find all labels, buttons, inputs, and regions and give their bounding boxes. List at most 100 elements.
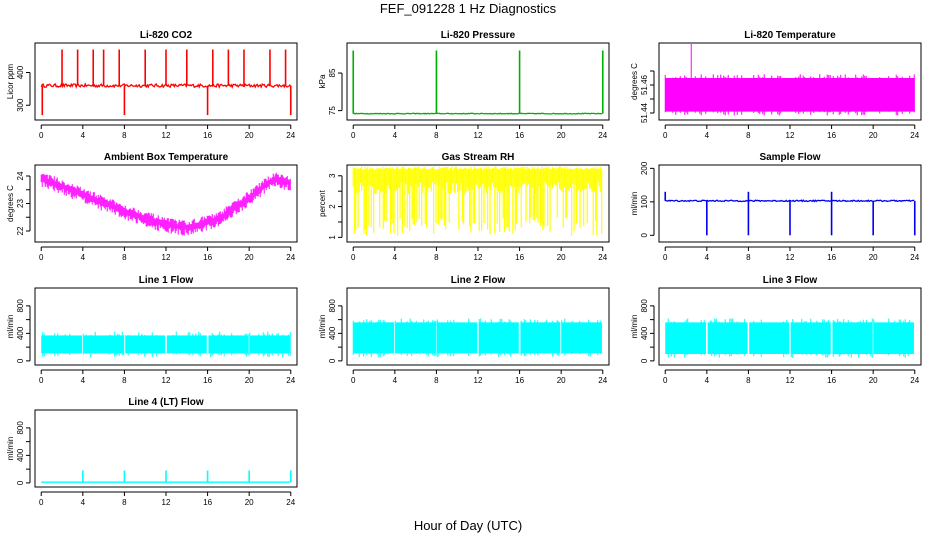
chart-panel: Line 4 (LT) Flow ml/min 0 4 8 12 16 20 24 0 400 800	[6, 397, 298, 507]
x-tick-label: 12	[474, 376, 483, 385]
x-tick-label: 8	[122, 131, 127, 140]
y-tick-label: 400	[16, 448, 25, 462]
data-band	[353, 322, 394, 354]
x-tick-label: 0	[351, 376, 356, 385]
chart-panel: Li-820 Temperature degrees C 0 4 8 12 16 20 24 51…	[630, 30, 922, 140]
y-tick-label: 75	[328, 106, 337, 115]
x-tick-label: 8	[746, 376, 751, 385]
x-tick-label: 12	[162, 253, 171, 262]
x-tick-label: 8	[746, 253, 751, 262]
x-tick-label: 4	[81, 131, 86, 140]
x-tick-label: 24	[598, 131, 607, 140]
x-tick-label: 24	[286, 376, 295, 385]
y-tick-label: 0	[640, 358, 649, 363]
data-band	[749, 322, 790, 354]
y-axis-label: ml/min	[6, 315, 15, 339]
x-tick-label: 4	[705, 131, 710, 140]
data-band	[166, 335, 207, 354]
data-band	[520, 322, 561, 354]
x-tick-label: 12	[786, 253, 795, 262]
y-tick-label: 200	[640, 161, 649, 175]
x-tick-label: 16	[203, 131, 212, 140]
plot-frame	[658, 287, 922, 366]
x-tick-label: 24	[286, 131, 295, 140]
x-tick-label: 20	[245, 498, 254, 507]
data-band	[208, 335, 249, 354]
plot-frame	[346, 42, 610, 121]
x-tick-label: 20	[245, 131, 254, 140]
x-tick-label: 20	[557, 131, 566, 140]
x-tick-label: 20	[245, 253, 254, 262]
y-tick-label: 51.44	[640, 102, 649, 123]
y-tick-label: 0	[16, 480, 25, 485]
y-tick-label: 800	[328, 299, 337, 313]
x-tick-label: 0	[39, 376, 44, 385]
data-band	[874, 322, 914, 354]
y-tick-label: 22	[16, 226, 25, 235]
page-title: FEF_091228 1 Hz Diagnostics	[379, 1, 557, 16]
y-axis-label: ml/min	[6, 437, 15, 461]
x-tick-label: 0	[663, 253, 668, 262]
chart-panel: Li-820 Pressure kPa 0 4 8 12 16 20 24 75 85	[318, 30, 610, 140]
x-tick-label: 0	[663, 376, 668, 385]
data-series	[353, 112, 603, 115]
chart-panel: Line 1 Flow ml/min 0 4 8 12 16 20 24 0 400 800	[6, 275, 298, 385]
chart-panel: Line 2 Flow ml/min 0 4 8 12 16 20 24 0 400 800	[318, 275, 610, 385]
y-tick-label: 400	[328, 326, 337, 340]
x-tick-label: 20	[869, 376, 878, 385]
chart-title: Li-820 Temperature	[744, 30, 836, 41]
x-tick-label: 24	[910, 376, 919, 385]
y-tick-label: 23	[16, 199, 25, 208]
x-tick-label: 16	[515, 376, 524, 385]
y-axis-label: degrees C	[6, 185, 15, 222]
y-axis-label: percent	[318, 189, 327, 216]
x-tick-label: 4	[705, 376, 710, 385]
x-tick-label: 4	[705, 253, 710, 262]
plot-frame	[658, 164, 922, 243]
x-tick-label: 12	[786, 376, 795, 385]
x-tick-label: 24	[910, 131, 919, 140]
plot-frame	[34, 409, 298, 488]
y-tick-label: 800	[16, 421, 25, 435]
x-tick-label: 20	[245, 376, 254, 385]
y-tick-label: 85	[328, 68, 337, 77]
chart-panel: Ambient Box Temperature degrees C 0 4 8 12 16 2…	[6, 152, 298, 262]
x-tick-label: 16	[827, 376, 836, 385]
data-band	[665, 322, 706, 354]
y-tick-label: 3	[328, 173, 337, 178]
data-band	[707, 322, 748, 354]
x-tick-label: 0	[663, 131, 668, 140]
x-tick-label: 24	[910, 253, 919, 262]
plot-frame	[346, 287, 610, 366]
x-axis-label: Hour of Day (UTC)	[413, 518, 523, 533]
x-tick-label: 12	[474, 253, 483, 262]
x-tick-label: 12	[162, 498, 171, 507]
x-tick-label: 16	[203, 253, 212, 262]
chart-title: Gas Stream RH	[442, 152, 515, 163]
y-axis-label: ml/min	[630, 192, 639, 216]
chart-title: Line 1 Flow	[139, 275, 194, 286]
x-tick-label: 24	[598, 376, 607, 385]
y-tick-label: 24	[16, 171, 25, 180]
x-tick-label: 16	[203, 498, 212, 507]
x-tick-label: 8	[434, 131, 439, 140]
y-tick-label: 2	[328, 204, 337, 209]
chart-title: Line 4 (LT) Flow	[128, 397, 204, 408]
y-tick-label: 400	[640, 326, 649, 340]
x-tick-label: 8	[122, 253, 127, 262]
x-tick-label: 20	[869, 253, 878, 262]
y-tick-label: 400	[16, 326, 25, 340]
chart-panel: Line 3 Flow ml/min 0 4 8 12 16 20 24 0 400 800	[630, 275, 922, 385]
data-band	[83, 335, 124, 354]
x-tick-label: 16	[827, 131, 836, 140]
x-tick-label: 8	[122, 376, 127, 385]
y-axis-label: degrees C	[630, 63, 639, 100]
x-tick-label: 16	[515, 131, 524, 140]
x-tick-label: 4	[393, 131, 398, 140]
x-tick-label: 4	[393, 253, 398, 262]
x-tick-label: 16	[515, 253, 524, 262]
plot-frame	[34, 42, 298, 121]
x-tick-label: 8	[434, 376, 439, 385]
